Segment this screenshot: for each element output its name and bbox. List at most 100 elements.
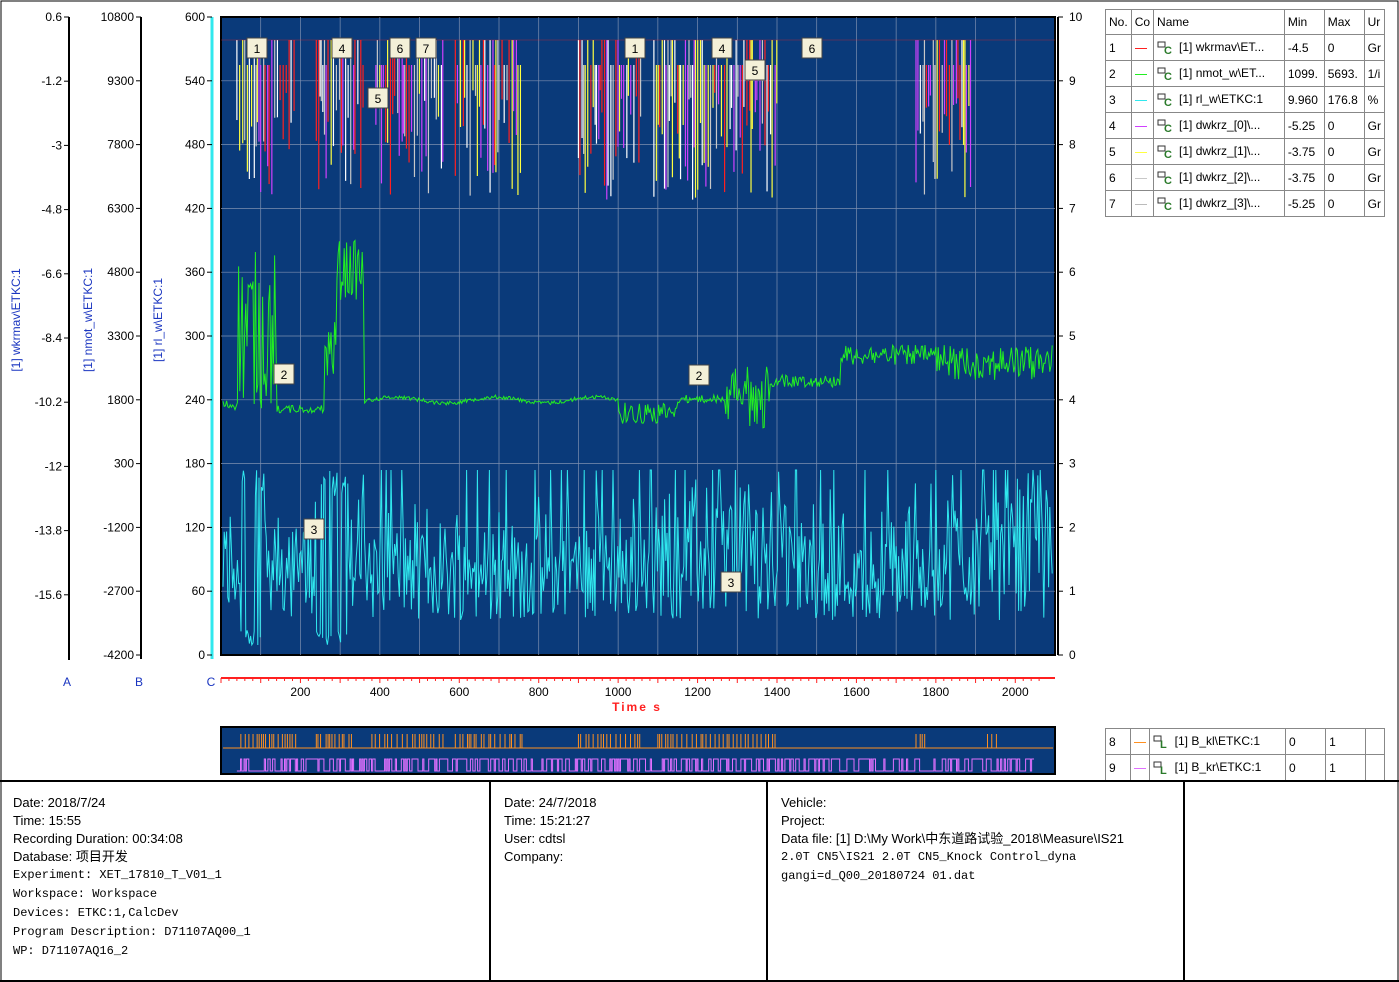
signal-row[interactable]: 4 C [1] dwkrz_[0]\... -5.25 0 Gr (1105, 112, 1386, 139)
axis-tick-label: 300 (114, 457, 134, 471)
info-empty (1183, 782, 1399, 980)
axis-tick-label: -1.2 (41, 74, 62, 88)
digital-signal-row[interactable]: 9 L [1] B_kr\ETKC:1 0 1 (1105, 754, 1385, 781)
signal-unit (1365, 754, 1385, 781)
axis-tick-label: 7800 (107, 138, 134, 152)
series-rl_w (222, 469, 1053, 647)
signal-no: 9 (1105, 754, 1131, 781)
col-name: Name (1153, 9, 1285, 35)
curve-marker-label: 2 (696, 369, 703, 383)
rec-wp: WP: D71107AQ16_2 (13, 944, 129, 958)
signal-max: 176.8 (1323, 86, 1365, 113)
signal-name: C [1] nmot_w\ET... (1153, 60, 1285, 87)
axis-tick-label: 0 (198, 648, 205, 662)
signal-max: 1 (1325, 728, 1367, 755)
curve-marker (273, 363, 295, 385)
axis-tick-label: 480 (185, 138, 205, 152)
signal-min: -3.75 (1283, 164, 1325, 191)
time-axis-tick-label: 1200 (684, 685, 711, 699)
right-axis-tick-label: 2 (1069, 520, 1076, 534)
axis-letter: A (63, 675, 71, 689)
rec-duration: Recording Duration: 00:34:08 (13, 831, 183, 846)
axis-tick-label: 360 (185, 265, 205, 279)
axis-tick-label: 0.6 (45, 10, 62, 24)
signal-color-swatch (1130, 60, 1155, 87)
info-print: Date: 24/7/2018 Time: 15:21:27 User: cdt… (489, 782, 766, 980)
svg-text:L: L (1160, 739, 1167, 749)
signal-row[interactable]: 5 C [1] dwkrz_[1]\... -3.75 0 Gr (1105, 138, 1386, 165)
curve-marker-label: 7 (423, 42, 430, 56)
rec-database: Database: 项目开发 (13, 849, 128, 864)
time-axis-tick-label: 1800 (923, 685, 950, 699)
signal-no: 8 (1105, 728, 1131, 755)
print-time: Time: 15:21:27 (504, 813, 591, 828)
signal-name: C [1] dwkrz_[1]\... (1153, 138, 1285, 165)
axis-tick-label: 600 (185, 10, 205, 24)
curve-marker-label: 4 (339, 42, 346, 56)
axis-tick-label: -12 (45, 459, 63, 473)
signal-min: 9.960 (1283, 86, 1325, 113)
svg-text:C: C (1164, 97, 1172, 107)
signal-row[interactable]: 7 C [1] dwkrz_[3]\... -5.25 0 Gr (1105, 190, 1386, 217)
curve-marker-label: 1 (254, 42, 261, 56)
signal-color-swatch (1130, 112, 1155, 139)
signal-unit: Gr (1363, 164, 1386, 191)
axis-tick-label: 300 (185, 329, 205, 343)
signal-color-swatch (1129, 728, 1150, 755)
right-axis-tick-label: 10 (1069, 10, 1083, 24)
signal-color-swatch (1130, 164, 1155, 191)
right-axis-tick-label: 8 (1069, 138, 1076, 152)
time-axis-tick-label: 800 (529, 685, 549, 699)
axis-title: [1] nmot_w\ETKC:1 (81, 268, 95, 372)
axis-tick-label: 180 (185, 457, 205, 471)
curve-marker (711, 37, 733, 59)
curve-marker (389, 37, 411, 59)
svg-text:C: C (1164, 149, 1172, 159)
axis-tick-label: 120 (185, 520, 205, 534)
signal-max: 0 (1323, 190, 1365, 217)
signal-unit: Gr (1363, 138, 1386, 165)
signal-max: 0 (1323, 138, 1365, 165)
axis-tick-label: -8.4 (41, 331, 62, 345)
signal-min: -5.25 (1283, 190, 1325, 217)
axis-tick-label: 540 (185, 74, 205, 88)
axis-letter: C (207, 675, 216, 689)
digital-B_kr (236, 758, 1034, 772)
file-path-2: 2.0T CN5\IS21 2.0T CN5_Knock Control_dyn… (781, 850, 1077, 864)
signal-max: 0 (1323, 164, 1365, 191)
time-axis-tick-label: 2000 (1002, 685, 1029, 699)
signal-unit: % (1363, 86, 1386, 113)
signal-no: 5 (1105, 138, 1132, 165)
print-company: Company: (504, 849, 564, 864)
right-axis-tick-label: 5 (1069, 329, 1076, 343)
print-user: User: cdtsl (504, 831, 566, 846)
signal-color-swatch (1130, 138, 1155, 165)
signal-color-swatch (1130, 86, 1155, 113)
file-vehicle: Vehicle: (781, 795, 827, 810)
digital-signal-row[interactable]: 8 L [1] B_kl\ETKC:1 0 1 (1105, 728, 1385, 755)
curve-marker-label: 4 (719, 42, 726, 56)
right-axis-tick-label: 0 (1069, 648, 1076, 662)
curve-marker (415, 37, 437, 59)
signal-row[interactable]: 6 C [1] dwkrz_[2]\... -3.75 0 Gr (1105, 164, 1386, 191)
rec-date: Date: 2018/7/24 (13, 795, 106, 810)
rec-program: Program Description: D71107AQ00_1 (13, 925, 251, 939)
axis-tick-label: 240 (185, 393, 205, 407)
signal-row[interactable]: 1 C [1] wkrmav\ET... -4.5 0 Gr (1105, 34, 1386, 61)
curve-marker-label: 1 (632, 42, 639, 56)
right-axis-tick-label: 3 (1069, 457, 1076, 471)
time-axis-title: Time s (612, 700, 662, 714)
file-project: Project: (781, 813, 826, 828)
axis-tick-label: -10.2 (35, 395, 63, 409)
axis-tick-label: -2700 (103, 584, 134, 598)
rec-experiment: Experiment: XET_17810_T_V01_1 (13, 868, 222, 882)
time-axis-tick-label: 600 (449, 685, 469, 699)
signal-row[interactable]: 2 C [1] nmot_w\ET... 1099. 5693. 1/i (1105, 60, 1386, 87)
signal-unit: Gr (1363, 190, 1386, 217)
info-file: Vehicle: Project: Data file: [1] D:\My W… (766, 782, 1183, 980)
svg-text:C: C (1164, 175, 1172, 185)
signal-row[interactable]: 3 C [1] rl_w\ETKC:1 9.960 176.8% (1105, 86, 1386, 113)
axis-tick-label: 1800 (107, 393, 134, 407)
signal-name: C [1] wkrmav\ET... (1153, 34, 1285, 61)
